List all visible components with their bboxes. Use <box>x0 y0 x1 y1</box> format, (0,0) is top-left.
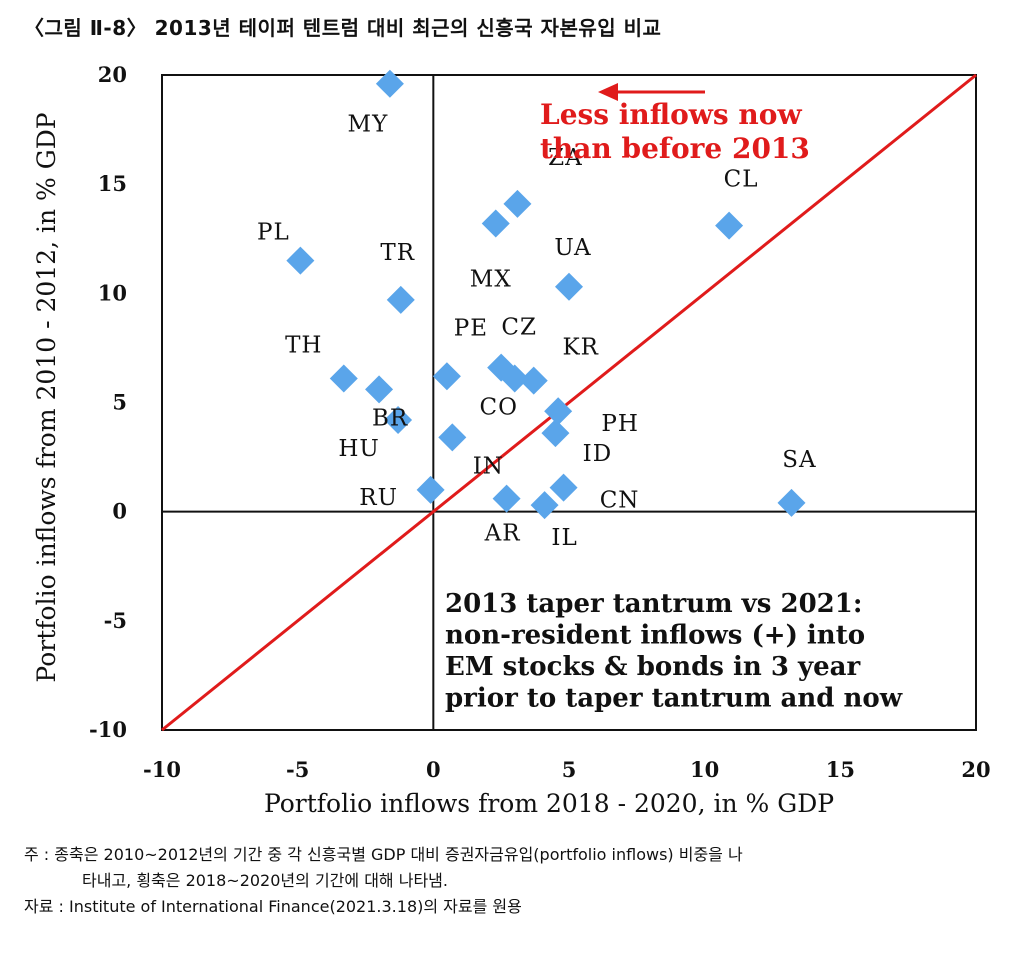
point-label-kr: KR <box>562 335 599 361</box>
point-label-tr: TR <box>380 240 415 266</box>
point-label-co: CO <box>479 394 517 420</box>
x-tick-label: 5 <box>562 757 577 782</box>
box-note-line: non-resident inflows (+) into <box>445 621 865 651</box>
data-point-cn <box>549 473 578 502</box>
point-label-cz: CZ <box>501 315 537 341</box>
y-axis-label: Portfolio inflows from 2010 - 2012, in %… <box>32 112 61 682</box>
y-tick-label: 0 <box>112 499 127 524</box>
data-point-id <box>541 419 570 448</box>
data-point-cl <box>715 211 744 240</box>
source-line: 자료 : Institute of International Finance(… <box>24 897 522 916</box>
data-point-br <box>365 375 394 404</box>
data-point-cz <box>487 353 516 382</box>
point-label-mx: MX <box>470 266 512 292</box>
data-point-za <box>503 189 532 218</box>
x-tick-label: 0 <box>426 757 441 782</box>
points-layer <box>286 69 806 520</box>
data-point-th <box>329 364 358 393</box>
point-label-br: BR <box>372 405 408 431</box>
y-tick-label: -5 <box>104 608 127 633</box>
arrow-note-line: Less inflows now <box>540 98 802 131</box>
x-axis-label: Portfolio inflows from 2018 - 2020, in %… <box>264 789 834 818</box>
x-tick-label: 15 <box>826 757 855 782</box>
box-note-line: prior to taper tantrum and now <box>445 684 903 714</box>
reference-diagonal-line <box>161 73 977 732</box>
data-point-co <box>500 364 529 393</box>
data-point-ph <box>544 397 573 426</box>
data-point-ua <box>555 272 583 301</box>
notes: 주 : 종축은 2010~2012년의 기간 중 각 신흥국별 GDP 대비 증… <box>24 842 1014 920</box>
data-point-hu <box>384 405 413 434</box>
point-label-ar: AR <box>484 521 521 547</box>
y-tick-label: 5 <box>112 390 127 415</box>
x-tick-label: -10 <box>143 757 181 782</box>
point-label-ru: RU <box>359 485 398 511</box>
point-label-il: IL <box>551 525 577 551</box>
point-label-ph: PH <box>601 411 639 437</box>
point-label-cl: CL <box>724 167 759 193</box>
annotation-arrow-head <box>598 83 618 101</box>
point-labels-layer: MY ZA MX CL PL UA TR PE CZ KR CO TH BR PH HU ID IN CN RU AR… <box>257 112 816 551</box>
x-tick-label: 10 <box>690 757 719 782</box>
arrow-note-line: than before 2013 <box>540 132 810 165</box>
data-point-tr <box>386 285 415 314</box>
point-label-pl: PL <box>257 220 290 246</box>
data-point-pl <box>286 246 315 275</box>
point-label-hu: HU <box>338 436 379 462</box>
point-label-in: IN <box>473 453 504 479</box>
data-point-ar <box>492 484 521 513</box>
y-tick-label: -10 <box>89 717 127 742</box>
note-line-1: 주 : 종축은 2010~2012년의 기간 중 각 신흥국별 GDP 대비 증… <box>24 845 743 864</box>
point-label-ua: UA <box>554 235 591 261</box>
box-note-line: EM stocks & bonds in 3 year <box>445 652 860 682</box>
axes-layer: 20 15 10 5 0 -5 -10 -10 -5 0 5 10 15 20 Portfolio infl… <box>32 62 991 818</box>
point-label-za: ZA <box>548 145 583 171</box>
x-tick-label: 20 <box>961 757 990 782</box>
plot-frame <box>161 74 977 731</box>
box-note-line: 2013 taper tantrum vs 2021: <box>445 589 862 619</box>
point-label-cn: CN <box>600 488 640 514</box>
y-tick-label: 10 <box>98 280 127 305</box>
data-point-kr <box>519 366 548 395</box>
data-point-my <box>375 69 404 98</box>
note-line-2: 타내고, 횡축은 2018~2020년의 기간에 대해 나타냄. <box>82 871 448 890</box>
diagonal-layer <box>161 73 977 732</box>
y-tick-label: 20 <box>98 62 127 87</box>
data-point-il <box>530 491 559 520</box>
point-label-pe: PE <box>454 315 488 341</box>
point-label-id: ID <box>583 441 613 467</box>
point-label-my: MY <box>348 112 389 138</box>
x-tick-label: -5 <box>286 757 309 782</box>
data-point-in <box>438 423 467 452</box>
data-point-pe <box>432 362 461 391</box>
point-label-th: TH <box>285 332 322 358</box>
data-point-sa <box>777 488 806 517</box>
data-point-mx <box>481 209 510 238</box>
y-tick-label: 15 <box>98 171 127 196</box>
point-label-sa: SA <box>782 447 816 473</box>
data-point-ru <box>416 475 445 504</box>
figure-title: 〈그림 Ⅱ-8〉 2013년 테이퍼 텐트럼 대비 최근의 신흥국 자본유입 비… <box>24 16 662 40</box>
scatter-chart: 20 15 10 5 0 -5 -10 -10 -5 0 5 10 15 20 Portfolio infl… <box>32 62 991 818</box>
